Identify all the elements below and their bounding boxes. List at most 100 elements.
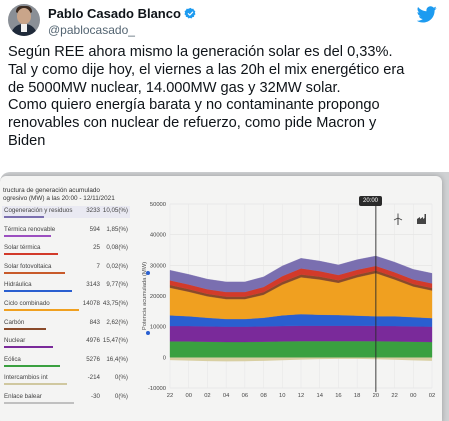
y-tick-label: 30000 (150, 263, 166, 269)
legend-label: Térmica renovable (4, 225, 56, 233)
legend-row[interactable]: Ciclo combinado 14078 43,75(%) (2, 299, 130, 311)
wind-turbine-icon[interactable] (392, 213, 404, 225)
verified-badge-icon (184, 7, 196, 19)
area-series (169, 340, 433, 358)
x-tick-label: 20 (373, 393, 379, 399)
x-tick-label: 22 (167, 393, 173, 399)
legend-mw-value: -214 (87, 374, 100, 382)
legend-pct-value: 0(%) (114, 374, 128, 382)
legend-pct-value: 0(%) (114, 393, 128, 400)
tweet-text: Según REE ahora mismo la generación sola… (8, 44, 442, 151)
legend-pct-value: 43,75(%) (102, 300, 128, 307)
x-tick-label: 18 (354, 393, 360, 399)
legend-color-bar (4, 271, 65, 274)
x-tick-label: 04 (223, 393, 230, 399)
legend-row[interactable]: Eólica 5276 16,4(%) (2, 355, 130, 367)
x-tick-label: 10 (279, 393, 285, 399)
axis-handle (146, 271, 150, 275)
legend-row[interactable]: Carbón 843 2,62(%) (2, 318, 130, 330)
legend-row[interactable]: Cogeneración y residuos 3233 10,05(%) (2, 206, 130, 218)
legend-label: Eólica (4, 355, 21, 363)
legend-mw-value: 25 (93, 244, 100, 252)
x-tick-label: 06 (242, 393, 248, 399)
legend-pct-value: 1,85(%) (106, 225, 128, 233)
legend-pct-value: 0,08(%) (106, 244, 128, 252)
legend-row[interactable]: Solar fotovoltaica 7 0,02(%) (2, 262, 130, 274)
area-interchanges (170, 357, 432, 362)
legend-color-bar (4, 364, 60, 367)
legend-row[interactable]: Nuclear 4976 15,47(%) (2, 336, 130, 349)
y-tick-label: 10000 (150, 325, 166, 331)
area-series (169, 255, 433, 293)
legend-row[interactable]: Solar térmica 25 0,08(%) (2, 243, 130, 256)
y-axis-label: Potencia acumulada (MW) (142, 262, 148, 330)
legend-row[interactable]: Intercambios int -214 0(%) (2, 373, 130, 386)
legend-mw-value: 594 (89, 225, 100, 233)
y-tick-label: 20000 (150, 294, 166, 300)
legend-color-bar (4, 216, 44, 218)
legend-mw-value: 3143 (86, 281, 100, 289)
legend-mw-value: 843 (89, 318, 100, 326)
user-handle[interactable]: @pablocasado_ (48, 23, 135, 37)
legend-label: Cogeneración y residuos (4, 207, 73, 214)
legend-mw-value: 14078 (82, 300, 100, 307)
legend-pct-value: 16,4(%) (106, 355, 128, 363)
tweet-text-line: renovables con nuclear de refuerzo, como… (8, 115, 377, 132)
name-row: Pablo Casado Blanco (48, 6, 197, 21)
legend-label: Enlace balear (4, 393, 42, 400)
x-tick-label: 16 (335, 393, 341, 399)
legend-label: Nuclear (4, 337, 26, 345)
x-tick-label: 00 (410, 393, 416, 399)
display-name[interactable]: Pablo Casado Blanco (48, 6, 181, 21)
tweet-text-line: Según REE ahora mismo la generación sola… (8, 44, 393, 60)
legend-mw-value: 4976 (86, 337, 100, 345)
legend-pct-value: 2,62(%) (106, 318, 128, 326)
y-tick-label: 50000 (150, 202, 166, 208)
tweet-text-line: Como quiero energía barata y no contamin… (8, 97, 380, 114)
legend-row[interactable]: Térmica renovable 594 1,85(%) (2, 225, 130, 237)
x-tick-label: 22 (391, 393, 397, 399)
legend-label: Solar térmica (4, 244, 41, 252)
legend-label: Carbón (4, 318, 25, 326)
x-tick-label: 12 (298, 393, 304, 399)
x-tick-label: 02 (204, 393, 210, 399)
tweet-header: Pablo Casado Blanco @pablocasado_ (8, 4, 441, 38)
time-badge: 20:00 (359, 196, 383, 206)
legend-color-bar (4, 290, 72, 293)
y-tick-label: 0 (163, 355, 166, 361)
y-tick-label: -10000 (148, 386, 166, 392)
legend-label: Solar fotovoltaica (4, 262, 52, 270)
tweet-text-line: Tal y como dije hoy, el viernes a las 20… (8, 61, 405, 78)
legend-label: Ciclo combinado (4, 300, 50, 307)
legend-color-bar (4, 402, 74, 404)
legend-pct-value: 15,47(%) (102, 337, 128, 345)
legend-pct-value: 10,05(%) (102, 207, 128, 214)
legend-row[interactable]: Enlace balear -30 0(%) (2, 392, 130, 404)
x-tick-label: 00 (185, 393, 191, 399)
legend-color-bar (4, 234, 51, 237)
axis-handle (146, 331, 150, 335)
legend-mw-value: 5276 (86, 355, 100, 363)
legend-color-bar (4, 383, 67, 386)
legend-pct-value: 9,77(%) (106, 281, 128, 289)
monitor-screen: tructura de generación acumulado ogresiv… (0, 176, 442, 421)
avatar[interactable] (8, 4, 40, 36)
x-tick-label: 08 (260, 393, 266, 399)
panel-title-line: ogresivo (MW) a las 20:00 - 12/11/2021 (3, 195, 115, 202)
legend-label: Hidráulica (4, 281, 32, 289)
legend-color-bar (4, 327, 46, 330)
legend-color-bar (4, 253, 58, 256)
tweet-photo[interactable]: tructura de generación acumulado ogresiv… (0, 172, 449, 421)
y-tick-label: 40000 (150, 233, 166, 239)
legend-color-bar (4, 346, 53, 349)
legend-label: Intercambios int (4, 374, 48, 382)
legend-mw-value: 3233 (86, 207, 100, 214)
factory-icon[interactable] (416, 213, 428, 225)
legend-row[interactable]: Hidráulica 3143 9,77(%) (2, 280, 130, 293)
tweet-text-line: Biden (8, 132, 46, 149)
legend-pct-value: 0,02(%) (106, 262, 128, 270)
twitter-bird-icon[interactable] (417, 6, 437, 23)
tweet-text-line: de 5000MW nuclear, 14.000MW gas y 32MW s… (8, 79, 341, 96)
panel-title: tructura de generación acumulado ogresiv… (3, 187, 115, 203)
